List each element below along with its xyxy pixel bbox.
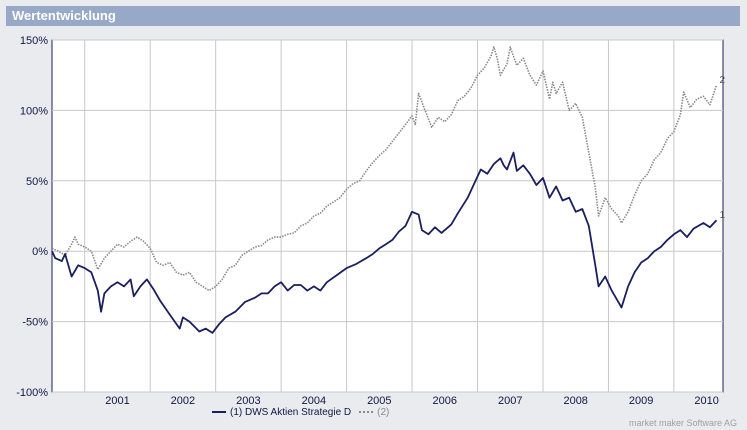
series-end-label-2: 2 xyxy=(719,75,725,86)
y-tick-label: 150% xyxy=(20,35,48,47)
credit-text: market maker Software AG xyxy=(628,418,737,428)
y-tick-label: 100% xyxy=(20,105,48,117)
legend-label-series-2: (2) xyxy=(377,407,390,418)
legend: (1) DWS Aktien Strategie D (2) xyxy=(212,407,389,421)
x-tick-label: 2003 xyxy=(236,395,260,407)
chart-title: Wertentwicklung xyxy=(12,8,116,23)
x-tick-label: 2001 xyxy=(105,395,129,407)
legend-label-series-1: (1) DWS Aktien Strategie D xyxy=(230,407,352,418)
series-line-1 xyxy=(51,151,718,334)
y-tick-label: 50% xyxy=(26,176,48,188)
x-axis: 2001 2002 2003 2004 2005 2006 2007 2008 2009 2010 xyxy=(105,395,719,407)
series-line-2 xyxy=(51,46,718,292)
grid-lines xyxy=(52,39,723,393)
x-tick-label: 2007 xyxy=(498,395,522,407)
chart-header-bar: Wertentwicklung xyxy=(6,6,740,26)
series-end-label-1: 1 xyxy=(719,210,725,221)
y-tick-label: 0% xyxy=(32,246,48,258)
legend-swatch-series-2 xyxy=(359,411,374,414)
x-tick-label: 2010 xyxy=(694,395,718,407)
y-tick-label: -50% xyxy=(22,317,48,329)
x-tick-label: 2005 xyxy=(367,395,391,407)
plot-area xyxy=(51,39,724,393)
x-tick-label: 2008 xyxy=(563,395,587,407)
series-layer: 21 xyxy=(51,46,725,334)
x-tick-label: 2002 xyxy=(171,395,195,407)
y-axis: 150% 100% 50% 0% -50% -100% xyxy=(16,35,48,399)
y-tick-label: -100% xyxy=(16,387,48,399)
x-tick-label: 2006 xyxy=(433,395,457,407)
legend-swatch-series-1 xyxy=(212,411,226,414)
x-tick-label: 2004 xyxy=(302,395,326,407)
x-tick-label: 2009 xyxy=(629,395,653,407)
